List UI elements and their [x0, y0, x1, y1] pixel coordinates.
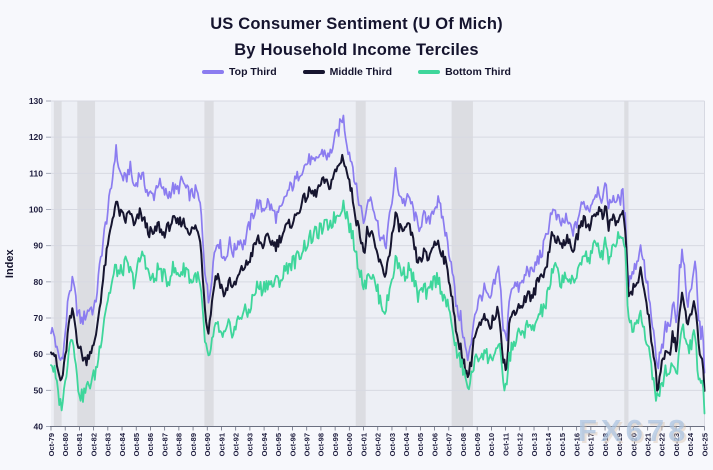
xtick-label-Oct-82: Oct-82 [89, 433, 98, 456]
series-line-bottom-third [50, 199, 706, 415]
ytick-label-50: 50 [34, 385, 44, 395]
series-line-top-third [50, 114, 706, 374]
ytick-label-80: 80 [34, 277, 44, 287]
xtick-label-Oct-16: Oct-16 [572, 433, 581, 456]
xtick-label-Oct-24: Oct-24 [686, 432, 695, 456]
y-axis-title: Index [4, 249, 16, 279]
xtick-label-Oct-83: Oct-83 [104, 433, 113, 456]
xtick-label-Oct-08: Oct-08 [459, 433, 468, 456]
chart-title-line2: By Household Income Terciles [234, 41, 479, 59]
xtick-label-Oct-25: Oct-25 [700, 433, 709, 456]
ytick-label-100: 100 [29, 205, 43, 215]
xtick-label-Oct-05: Oct-05 [416, 433, 425, 456]
xtick-label-Oct-12: Oct-12 [516, 433, 525, 456]
xtick-label-Oct-22: Oct-22 [658, 433, 667, 456]
xtick-label-Oct-98: Oct-98 [317, 433, 326, 456]
recession-band-0 [53, 101, 62, 427]
xtick-label-Oct-94: Oct-94 [260, 432, 269, 456]
series-line-middle-third [50, 153, 706, 392]
ytick-label-130: 130 [29, 96, 43, 106]
ytick-label-40: 40 [34, 422, 44, 432]
xtick-label-Oct-93: Oct-93 [246, 433, 255, 456]
ytick-label-60: 60 [34, 349, 44, 359]
xtick-label-Oct-11: Oct-11 [501, 433, 510, 456]
xtick-label-Oct-99: Oct-99 [331, 433, 340, 456]
xtick-label-Oct-03: Oct-03 [388, 433, 397, 456]
legend-label-middle-third: Middle Third [329, 66, 393, 78]
chart-title-line1: US Consumer Sentiment (U Of Mich) [210, 15, 503, 33]
xtick-label-Oct-95: Oct-95 [274, 433, 283, 456]
xtick-label-Oct-97: Oct-97 [303, 433, 312, 456]
xtick-label-Oct-01: Oct-01 [359, 433, 368, 456]
xtick-label-Oct-96: Oct-96 [288, 433, 297, 456]
xtick-label-Oct-92: Oct-92 [231, 433, 240, 456]
xtick-label-Oct-18: Oct-18 [601, 433, 610, 456]
xtick-label-Oct-23: Oct-23 [672, 433, 681, 456]
xtick-label-Oct-14: Oct-14 [544, 432, 553, 456]
xtick-label-Oct-88: Oct-88 [175, 433, 184, 456]
legend-line-swatch-middle-third [302, 70, 325, 74]
legend-line-swatch-bottom-third [418, 70, 441, 74]
xtick-label-Oct-00: Oct-00 [345, 433, 354, 456]
recession-band-1 [77, 101, 96, 427]
xtick-label-Oct-80: Oct-80 [61, 433, 70, 456]
xtick-label-Oct-13: Oct-13 [530, 433, 539, 456]
ytick-label-90: 90 [34, 241, 44, 251]
xtick-label-Oct-20: Oct-20 [629, 433, 638, 456]
legend-item-bottom-third: Bottom Third [418, 66, 511, 78]
xtick-label-Oct-17: Oct-17 [587, 433, 596, 456]
xtick-label-Oct-91: Oct-91 [217, 433, 226, 456]
xtick-label-Oct-15: Oct-15 [558, 433, 567, 456]
ytick-label-110: 110 [29, 168, 43, 178]
legend-label-bottom-third: Bottom Third [445, 66, 511, 78]
plot-area [51, 101, 705, 427]
xtick-label-Oct-87: Oct-87 [160, 433, 169, 456]
ytick-label-70: 70 [34, 313, 44, 323]
xtick-label-Oct-04: Oct-04 [402, 432, 411, 456]
xtick-label-Oct-10: Oct-10 [487, 433, 496, 456]
xtick-label-Oct-90: Oct-90 [203, 433, 212, 456]
xtick-label-Oct-06: Oct-06 [430, 433, 439, 456]
xtick-label-Oct-09: Oct-09 [473, 433, 482, 456]
chart-legend: Top Third Middle Third Bottom Third [0, 66, 713, 78]
legend-item-top-third: Top Third [202, 66, 277, 78]
legend-item-middle-third: Middle Third [302, 66, 393, 78]
xtick-label-Oct-07: Oct-07 [445, 433, 454, 456]
xtick-label-Oct-89: Oct-89 [189, 433, 198, 456]
xtick-label-Oct-81: Oct-81 [75, 433, 84, 456]
xtick-label-Oct-02: Oct-02 [374, 433, 383, 456]
chart-title: US Consumer Sentiment (U Of Mich) By Hou… [0, 11, 713, 63]
xtick-label-Oct-84: Oct-84 [118, 432, 127, 456]
legend-line-swatch-top-third [202, 70, 225, 74]
xtick-label-Oct-79: Oct-79 [47, 433, 56, 456]
xtick-label-Oct-19: Oct-19 [615, 433, 624, 456]
xtick-label-Oct-86: Oct-86 [146, 433, 155, 456]
recession-band-3 [355, 101, 366, 427]
recession-band-2 [204, 101, 214, 427]
xtick-label-Oct-85: Oct-85 [132, 433, 141, 456]
legend-label-top-third: Top Third [229, 66, 277, 78]
xtick-label-Oct-21: Oct-21 [643, 433, 652, 456]
ytick-label-120: 120 [29, 132, 43, 142]
